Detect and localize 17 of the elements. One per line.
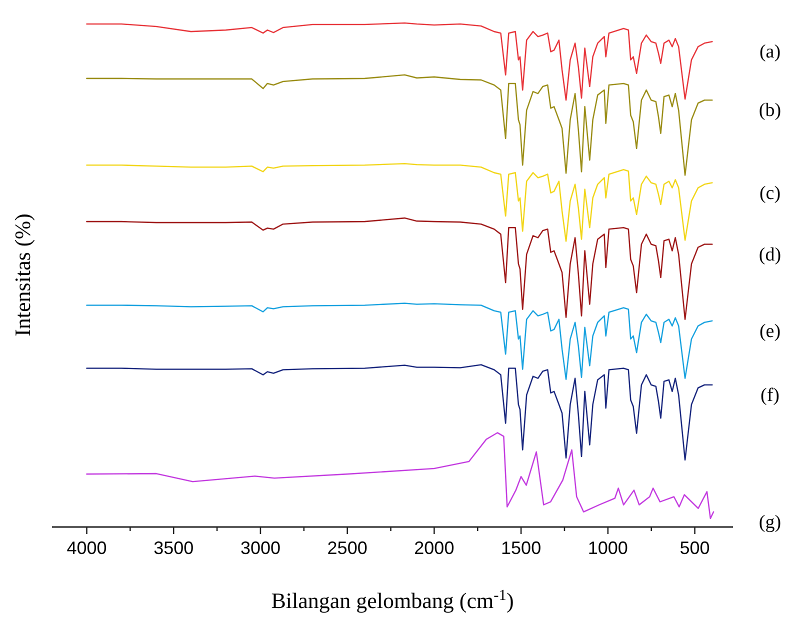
text: (b) (758, 100, 782, 122)
text: (c) (759, 182, 781, 204)
text: (a) (759, 42, 781, 63)
x-tick-label: 2500 (327, 538, 368, 558)
x-tick-label: 1000 (588, 538, 628, 558)
x-tick-label: 500 (680, 538, 710, 558)
text: (e) (759, 320, 781, 342)
text: (d) (758, 244, 782, 266)
x-axis-title: Bilangan gelombang (cm$^{-1}$) (271, 586, 514, 613)
x-tick-label: 3500 (154, 538, 194, 558)
text: (g) (758, 512, 782, 533)
text: (f) (760, 384, 780, 406)
x-tick-label: 4000 (66, 538, 107, 558)
y-axis-title: Intensitas (%) (10, 214, 35, 336)
x-tick-label: 2000 (414, 538, 454, 558)
x-tick-label: 3000 (240, 538, 280, 558)
x-tick-label: 1500 (501, 538, 542, 558)
